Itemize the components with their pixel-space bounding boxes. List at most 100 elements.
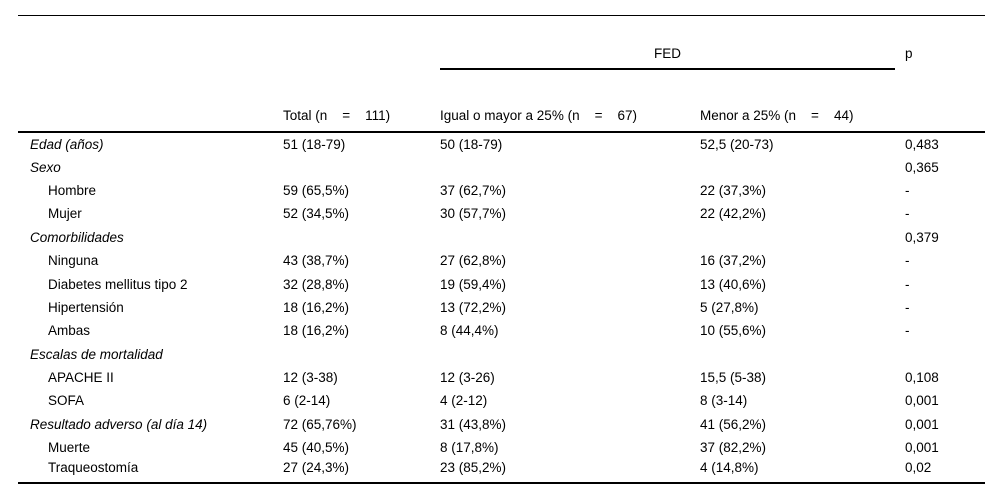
fed-ge25-cell: 4 (2-12) bbox=[440, 393, 488, 409]
row-label: Traqueostomía bbox=[48, 460, 139, 476]
p-value-cell: 0,108 bbox=[905, 370, 939, 386]
p-value-cell: - bbox=[905, 323, 910, 339]
p-value-cell: - bbox=[905, 182, 910, 198]
p-value-cell: 0,365 bbox=[905, 159, 939, 175]
p-value-cell: - bbox=[905, 299, 910, 315]
table-row: Sexo 0,365 bbox=[18, 155, 985, 178]
p-value-cell: 0,379 bbox=[905, 229, 939, 245]
fed-ge25-cell: 8 (17,8%) bbox=[440, 440, 499, 456]
fed-lt25-cell: 22 (42,2%) bbox=[700, 206, 767, 222]
fed-lt25-cell: 52,5 (20-73) bbox=[700, 136, 774, 152]
fed-ge25-cell: 27 (62,8%) bbox=[440, 253, 507, 269]
fed-lt25-cell: 15,5 (5-38) bbox=[700, 370, 767, 386]
row-label: Comorbilidades bbox=[30, 229, 124, 245]
fed-span-label: FED bbox=[440, 46, 896, 70]
total-cell: 18 (16,2%) bbox=[283, 299, 350, 315]
row-label: Mujer bbox=[48, 206, 82, 222]
fed-ge25-cell: 23 (85,2%) bbox=[440, 460, 507, 476]
fed-span-header: FED bbox=[440, 16, 905, 101]
table-row: Ninguna 43 (38,7%) 27 (62,8%) 16 (37,2%)… bbox=[18, 249, 985, 272]
empty-header-cell bbox=[18, 16, 440, 101]
fed-lt25-cell bbox=[700, 226, 905, 249]
p-value-cell: 0,001 bbox=[905, 440, 939, 456]
row-label: Hombre bbox=[48, 182, 97, 198]
fed-lt25-cell: 4 (14,8%) bbox=[700, 460, 759, 476]
row-label: Muerte bbox=[48, 440, 91, 456]
p-value-cell: - bbox=[905, 253, 910, 269]
fed-ge25-cell: 19 (59,4%) bbox=[440, 276, 507, 292]
span-header-row: FED p bbox=[18, 16, 985, 101]
table-row: Hipertensión 18 (16,2%) 13 (72,2%) 5 (27… bbox=[18, 296, 985, 319]
p-column-header: p bbox=[905, 46, 913, 61]
total-cell: 6 (2-14) bbox=[283, 393, 331, 409]
total-cell bbox=[283, 226, 440, 249]
total-cell: 45 (40,5%) bbox=[283, 440, 350, 456]
p-value-cell: 0,02 bbox=[905, 460, 932, 476]
clinical-characteristics-table: FED p Total (n = 111) Igual o mayor a 25… bbox=[18, 15, 986, 484]
p-value-cell: 0,001 bbox=[905, 393, 939, 409]
empty-header-cell bbox=[905, 100, 986, 133]
fed-lt25-cell: 5 (27,8%) bbox=[700, 299, 759, 315]
fed-lt25-cell: 8 (3-14) bbox=[700, 393, 748, 409]
fed-lt25-cell: 16 (37,2%) bbox=[700, 253, 767, 269]
total-cell: 12 (3-38) bbox=[283, 370, 338, 386]
p-value-cell bbox=[905, 343, 985, 366]
empty-header-cell bbox=[18, 100, 283, 133]
fed-ge25-cell: 13 (72,2%) bbox=[440, 299, 507, 315]
table-row: Hombre 59 (65,5%) 37 (62,7%) 22 (37,3%) … bbox=[18, 179, 985, 202]
row-label: Ambas bbox=[48, 323, 91, 339]
fed-ge25-cell bbox=[440, 155, 700, 178]
table-row: Diabetes mellitus tipo 2 32 (28,8%) 19 (… bbox=[18, 272, 985, 295]
fed-ge25-column-header: Igual o mayor a 25% (n = 67) bbox=[440, 100, 700, 133]
table-row: SOFA 6 (2-14) 4 (2-12) 8 (3-14) 0,001 bbox=[18, 389, 985, 412]
table-row: Ambas 18 (16,2%) 8 (44,4%) 10 (55,6%) - bbox=[18, 319, 985, 342]
fed-ge25-cell: 50 (18-79) bbox=[440, 136, 503, 152]
p-value-cell: 0,483 bbox=[905, 136, 939, 152]
fed-ge25-cell: 8 (44,4%) bbox=[440, 323, 499, 339]
fed-lt25-cell bbox=[700, 343, 905, 366]
p-value-cell: - bbox=[905, 276, 910, 292]
total-cell bbox=[283, 343, 440, 366]
fed-ge25-cell: 12 (3-26) bbox=[440, 370, 495, 386]
total-cell: 43 (38,7%) bbox=[283, 253, 350, 269]
total-cell: 72 (65,76%) bbox=[283, 416, 357, 432]
total-cell: 51 (18-79) bbox=[283, 136, 346, 152]
row-label: Escalas de mortalidad bbox=[30, 346, 163, 362]
column-header-row: Total (n = 111) Igual o mayor a 25% (n =… bbox=[18, 100, 986, 133]
total-cell: 59 (65,5%) bbox=[283, 182, 350, 198]
total-cell bbox=[283, 155, 440, 178]
fed-ge25-cell: 30 (57,7%) bbox=[440, 206, 507, 222]
total-cell: 32 (28,8%) bbox=[283, 276, 350, 292]
row-label: Diabetes mellitus tipo 2 bbox=[48, 276, 188, 292]
row-label: Ninguna bbox=[48, 253, 99, 269]
row-label: APACHE II bbox=[48, 370, 114, 386]
fed-lt25-cell bbox=[700, 155, 905, 178]
table-body: Edad (años) 51 (18-79) 50 (18-79) 52,5 (… bbox=[18, 132, 985, 483]
fed-ge25-cell bbox=[440, 226, 700, 249]
row-label: SOFA bbox=[48, 393, 85, 409]
fed-lt25-cell: 41 (56,2%) bbox=[700, 416, 767, 432]
table-row: Escalas de mortalidad bbox=[18, 343, 985, 366]
total-cell: 18 (16,2%) bbox=[283, 323, 350, 339]
fed-ge25-cell: 37 (62,7%) bbox=[440, 182, 507, 198]
paper-page: FED p Total (n = 111) Igual o mayor a 25… bbox=[18, 15, 986, 484]
fed-lt25-column-header: Menor a 25% (n = 44) bbox=[700, 100, 906, 133]
fed-lt25-cell: 13 (40,6%) bbox=[700, 276, 767, 292]
fed-lt25-cell: 10 (55,6%) bbox=[700, 323, 767, 339]
row-label: Sexo bbox=[30, 159, 61, 175]
table-row: Resultado adverso (al día 14) 72 (65,76%… bbox=[18, 413, 985, 436]
fed-lt25-cell: 37 (82,2%) bbox=[700, 440, 767, 456]
row-label: Resultado adverso (al día 14) bbox=[30, 416, 208, 432]
table-row: APACHE II 12 (3-38) 12 (3-26) 15,5 (5-38… bbox=[18, 366, 985, 389]
table-row: Comorbilidades 0,379 bbox=[18, 226, 985, 249]
fed-ge25-cell: 31 (43,8%) bbox=[440, 416, 507, 432]
p-value-cell: 0,001 bbox=[905, 416, 939, 432]
p-value-cell: - bbox=[905, 206, 910, 222]
table-row: Traqueostomía 27 (24,3%) 23 (85,2%) 4 (1… bbox=[18, 459, 985, 482]
table-row: Muerte 45 (40,5%) 8 (17,8%) 37 (82,2%) 0… bbox=[18, 436, 985, 459]
fed-ge25-cell bbox=[440, 343, 700, 366]
row-label: Edad (años) bbox=[30, 136, 104, 152]
table-row: Edad (años) 51 (18-79) 50 (18-79) 52,5 (… bbox=[18, 132, 985, 155]
row-label: Hipertensión bbox=[48, 299, 124, 315]
table-row: Mujer 52 (34,5%) 30 (57,7%) 22 (42,2%) - bbox=[18, 202, 985, 225]
